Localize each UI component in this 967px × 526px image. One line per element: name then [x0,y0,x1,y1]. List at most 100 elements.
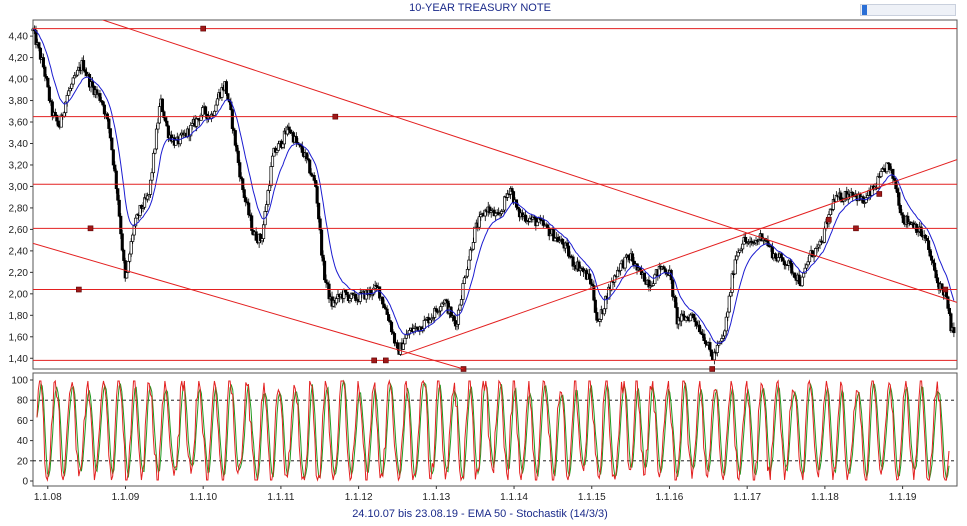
price-bar-body [276,143,281,151]
price-bar-body [653,274,657,285]
price-bar-body [927,240,931,250]
price-bar-body [281,143,285,148]
price-bar-body [267,185,272,191]
price-bar-body [83,69,87,73]
price-bar-body [565,242,569,247]
price-bar-body [947,307,951,315]
price-bar-body [214,104,218,112]
price-bar-body [924,234,928,239]
price-bar-body [477,216,481,228]
price-bar-body [287,126,291,131]
price-bar-body [387,314,391,321]
price-bar-body [47,86,51,101]
stoch-y-tick-label: 100 [11,376,28,387]
price-bar-body [343,289,347,293]
price-bar-body [226,93,230,101]
price-bar-body [729,291,733,297]
stochastic-panel-frame [32,372,958,487]
price-bar-body [294,136,298,143]
price-bar-body [898,204,902,214]
stoch-d-line [36,379,950,481]
price-bar-body [68,88,72,92]
y-tick-label: 2,40 [9,246,29,257]
price-bar-body [204,106,208,115]
price-bar-body [151,152,156,174]
x-tick-label: 1.1.09 [112,492,140,503]
price-bar-body [265,204,269,212]
price-bar-body [766,240,770,247]
line-handle-square [942,286,949,293]
price-bar-body [242,189,246,198]
y-tick-label: 3,00 [9,182,29,193]
price-bar-body [535,221,539,227]
price-bar-body [802,272,806,278]
price-bar-body [163,117,167,122]
price-bar-body [735,255,739,261]
price-bar-body [541,219,545,226]
stoch-y-tick-label: 0 [22,477,28,488]
price-bar-body [119,215,123,235]
stoch-k-line [36,379,950,482]
y-tick-label: 2,60 [9,225,29,236]
price-panel: 4,40 4,20 4,00 3,80 3,60 3,40 3,20 3,00 2,80 2,60… [9,19,958,372]
y-tick-label: 1,80 [9,311,29,322]
price-bar-body [693,317,697,323]
price-bar-body [98,93,102,101]
price-bar-body [805,264,809,269]
price-bar-body [129,241,133,255]
price-bar-body [439,306,443,312]
price-bar-body [561,238,565,245]
y-tick-label: 3,20 [9,160,29,171]
price-bar-body [723,330,727,337]
price-bar-body [113,164,117,172]
trendline [101,20,957,303]
price-bar-body [888,163,892,170]
price-bar-body [125,272,129,279]
y-tick-label: 3,80 [9,96,29,107]
x-tick-label: 1.1.11 [267,492,294,503]
price-bar-body [727,295,731,313]
zoom-slider[interactable] [860,4,956,16]
price-bar-body [806,261,810,266]
price-bar-body [317,202,321,220]
price-bar-body [46,77,50,88]
price-bar-body [626,254,630,258]
price-bar-body [895,188,899,193]
zoom-slider-handle[interactable] [862,5,867,15]
price-bar-body [546,224,550,229]
price-bar-body [266,190,270,205]
price-bar-body [708,342,712,351]
price-bar-body [595,312,599,321]
price-bar-body [412,328,416,332]
price-bar-body [782,260,786,266]
price-bar-body [156,122,160,130]
price-bar-body [813,248,818,257]
price-bar-body [37,42,41,49]
price-bar-body [800,276,804,287]
price-bar-body [262,224,266,239]
price-bar-body [744,237,748,242]
x-tick-label: 1.1.08 [34,492,62,503]
price-bar-body [314,180,318,187]
price-bar-body [385,308,389,315]
price-bar-body [946,296,950,309]
x-tick-label: 1.1.12 [345,492,373,503]
price-bar-body [95,89,99,94]
price-bar-body [122,249,126,261]
price-bar-body [567,245,571,257]
chart-caption: 24.10.07 bis 23.08.19 - EMA 50 - Stochas… [352,508,608,520]
x-tick-label: 1.1.18 [811,492,839,503]
price-bar-body [324,279,328,283]
price-bar-body [697,324,702,333]
price-bar-body [897,192,901,206]
price-bar-body [779,253,783,258]
price-bar-body [90,81,95,87]
chart-title: 10-YEAR TREASURY NOTE [409,2,551,14]
y-tick-label: 3,40 [9,139,29,150]
y-tick-label: 4,00 [9,75,29,86]
price-bar-body [933,262,937,271]
price-bar-body [71,77,75,85]
price-bar-body [41,57,45,68]
